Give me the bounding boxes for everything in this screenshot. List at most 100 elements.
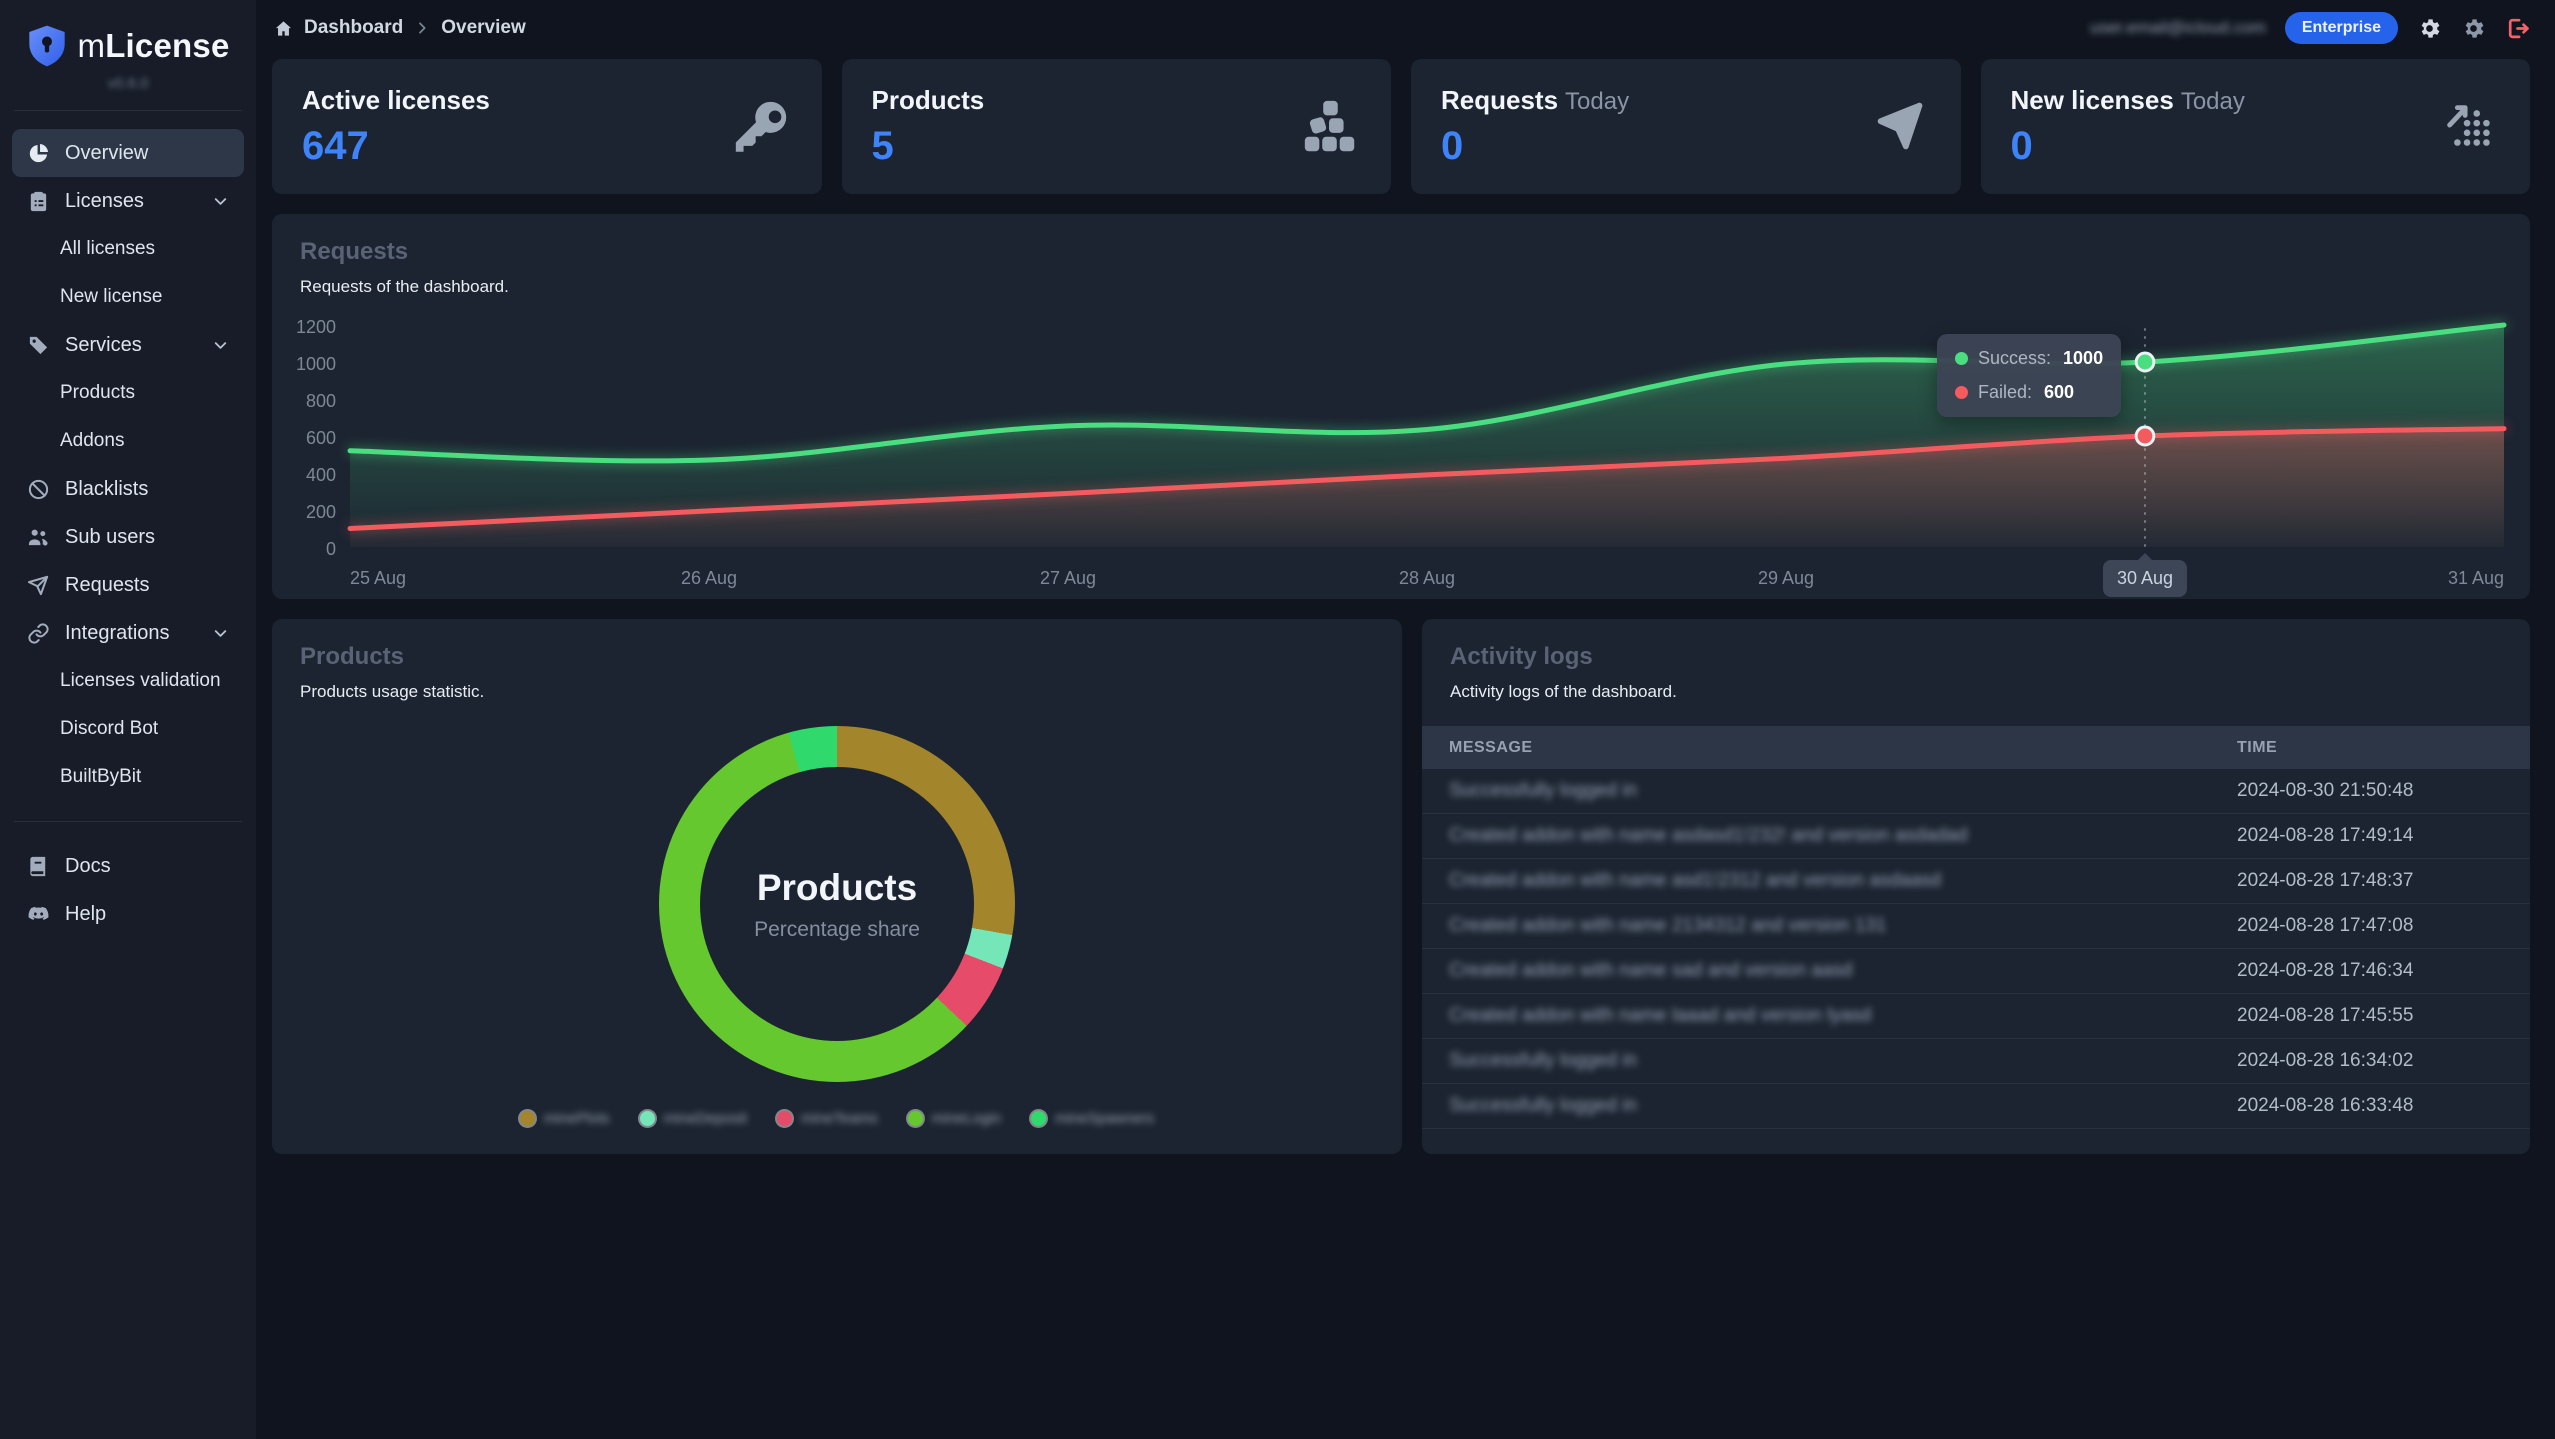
sidebar-item-docs[interactable]: Docs (12, 842, 244, 890)
app-version: v0.6.0 (107, 75, 149, 92)
legend-item[interactable]: mineTeams (777, 1110, 878, 1127)
legend-dot-icon (1030, 1111, 1046, 1126)
legend-item[interactable]: mineLogin (907, 1110, 1001, 1127)
stat-value: 647 (302, 123, 369, 168)
requests-chart: 1200 1000 800 600 400 200 0 (272, 317, 2530, 559)
stat-card-new-licenses-today: New licenses Today 0 (1980, 59, 2530, 194)
y-axis-labels: 1200 1000 800 600 400 200 0 (295, 317, 336, 559)
sidebar-item-addons[interactable]: Addons (60, 430, 125, 451)
breadcrumb-overview[interactable]: Overview (441, 17, 526, 38)
topbar: Dashboard Overview user.email@icloud.com… (272, 0, 2530, 52)
table-row: Successfully logged in 2024-08-28 16:34:0… (1422, 1039, 2530, 1084)
stat-title: Active licenses (302, 84, 490, 115)
sidebar-item-services[interactable]: Services (12, 321, 244, 369)
chevron-right-icon (414, 20, 430, 36)
chevron-down-icon (211, 192, 230, 211)
products-card: Products Products usage statistic. Produ… (272, 619, 1402, 1154)
requests-card-subtitle: Requests of the dashboard. (300, 277, 509, 296)
divider (14, 110, 242, 111)
sidebar-item-sub-users[interactable]: Sub users (12, 513, 244, 561)
table-row: Created addon with name 2134312 and vers… (1422, 904, 2530, 949)
sidebar-item-new-license[interactable]: New license (60, 286, 163, 307)
discord-icon (26, 902, 51, 927)
app-title: mLicense (77, 27, 230, 64)
main-content: Dashboard Overview user.email@icloud.com… (256, 0, 2555, 1439)
divider (14, 821, 242, 822)
success-marker (2134, 351, 2156, 373)
send-icon (1869, 96, 1931, 158)
requests-card: Requests Requests of the dashboard. 1200… (272, 214, 2530, 599)
sidebar-nav: Overview Licenses All licenses New licen… (0, 129, 256, 938)
sidebar-item-builtbybit[interactable]: BuiltByBit (60, 766, 142, 787)
sidebar-item-licenses-validation[interactable]: Licenses validation (60, 670, 221, 691)
ban-icon (26, 477, 51, 502)
book-icon (26, 854, 51, 879)
legend-item[interactable]: mineDeposit (639, 1110, 747, 1127)
cubes-icon (1299, 96, 1361, 158)
stat-card-products: Products 5 (841, 59, 1391, 194)
stat-suffix: Today (1565, 87, 1630, 115)
key-icon (730, 96, 792, 158)
table-row: Created addon with name sad and version … (1422, 949, 2530, 994)
stat-value: 5 (871, 123, 894, 168)
sidebar-item-licenses[interactable]: Licenses (12, 177, 244, 225)
send-icon (26, 573, 51, 598)
column-message: MESSAGE (1449, 738, 1533, 756)
x-axis-labels: 25 Aug 26 Aug 27 Aug 28 Aug 29 Aug 30 Au… (350, 553, 2504, 599)
gear-icon[interactable] (2461, 16, 2486, 41)
failed-area (350, 428, 2504, 547)
success-dot-icon (1955, 352, 1968, 365)
stat-title: Requests (1441, 84, 1559, 115)
sidebar-item-overview[interactable]: Overview (12, 129, 244, 177)
products-card-subtitle: Products usage statistic. (300, 682, 485, 701)
chevron-down-icon (211, 624, 230, 643)
logs-card-subtitle: Activity logs of the dashboard. (1450, 682, 1677, 701)
stat-suffix: Today (2180, 87, 2245, 115)
chevron-down-icon (211, 336, 230, 355)
stat-card-requests-today: Requests Today 0 (1411, 59, 1961, 194)
sidebar-item-requests[interactable]: Requests (12, 561, 244, 609)
gear-icon[interactable] (2417, 16, 2442, 41)
tags-icon (26, 333, 51, 358)
line-chart-plot[interactable]: Success: 1000 Failed: 600 (347, 322, 2507, 548)
legend-item[interactable]: mineSpawners (1030, 1110, 1154, 1127)
topbar-right: user.email@icloud.com Enterprise (2090, 12, 2530, 44)
table-row: Created addon with name asd1!2312 and ve… (1422, 859, 2530, 904)
sidebar-item-products[interactable]: Products (60, 382, 135, 403)
legend-dot-icon (519, 1111, 535, 1126)
trend-icon (2438, 96, 2500, 158)
plan-badge: Enterprise (2284, 12, 2398, 44)
selected-x-label: 30 Aug (2102, 553, 2188, 597)
products-card-title: Products (300, 643, 405, 670)
sidebar-item-integrations[interactable]: Integrations (12, 609, 244, 657)
legend-item[interactable]: minePlots (519, 1110, 610, 1127)
link-icon (26, 621, 51, 646)
sidebar-item-help[interactable]: Help (12, 890, 244, 938)
products-donut-chart[interactable]: Products Percentage share (659, 726, 1015, 1082)
table-header: MESSAGE TIME (1422, 726, 2530, 769)
stat-title: New licenses (2010, 84, 2174, 115)
stat-title: Products (871, 84, 985, 115)
table-row: Successfully logged in 2024-08-28 16:33:4… (1422, 1084, 2530, 1129)
legend-dot-icon (639, 1111, 655, 1126)
donut-center-label: Products Percentage share (754, 866, 920, 941)
logout-icon[interactable] (2505, 16, 2530, 41)
sidebar: mLicense v0.6.0 Overview Licenses All li… (0, 0, 256, 1439)
sidebar-item-discord-bot[interactable]: Discord Bot (60, 718, 159, 739)
logo[interactable]: mLicense (0, 24, 256, 68)
pie-chart-icon (26, 141, 51, 166)
requests-line-chart-svg (347, 322, 2507, 548)
chart-tooltip: Success: 1000 Failed: 600 (1937, 334, 2122, 417)
legend-dot-icon (907, 1111, 923, 1126)
donut-legend: minePlots mineDeposit mineTeams mineLogi… (519, 1110, 1154, 1127)
failed-dot-icon (1955, 386, 1968, 399)
breadcrumb-dashboard[interactable]: Dashboard (304, 17, 404, 38)
breadcrumb: Dashboard Overview (274, 17, 526, 39)
stat-card-active-licenses: Active licenses 647 (272, 59, 822, 194)
sidebar-item-all-licenses[interactable]: All licenses (60, 238, 156, 259)
failed-marker (2134, 425, 2156, 447)
stats-row: Active licenses 647 Products 5 Requests T… (272, 59, 2530, 194)
user-email: user.email@icloud.com (2089, 18, 2266, 37)
sidebar-item-blacklists[interactable]: Blacklists (12, 465, 244, 513)
home-icon[interactable] (274, 19, 293, 38)
